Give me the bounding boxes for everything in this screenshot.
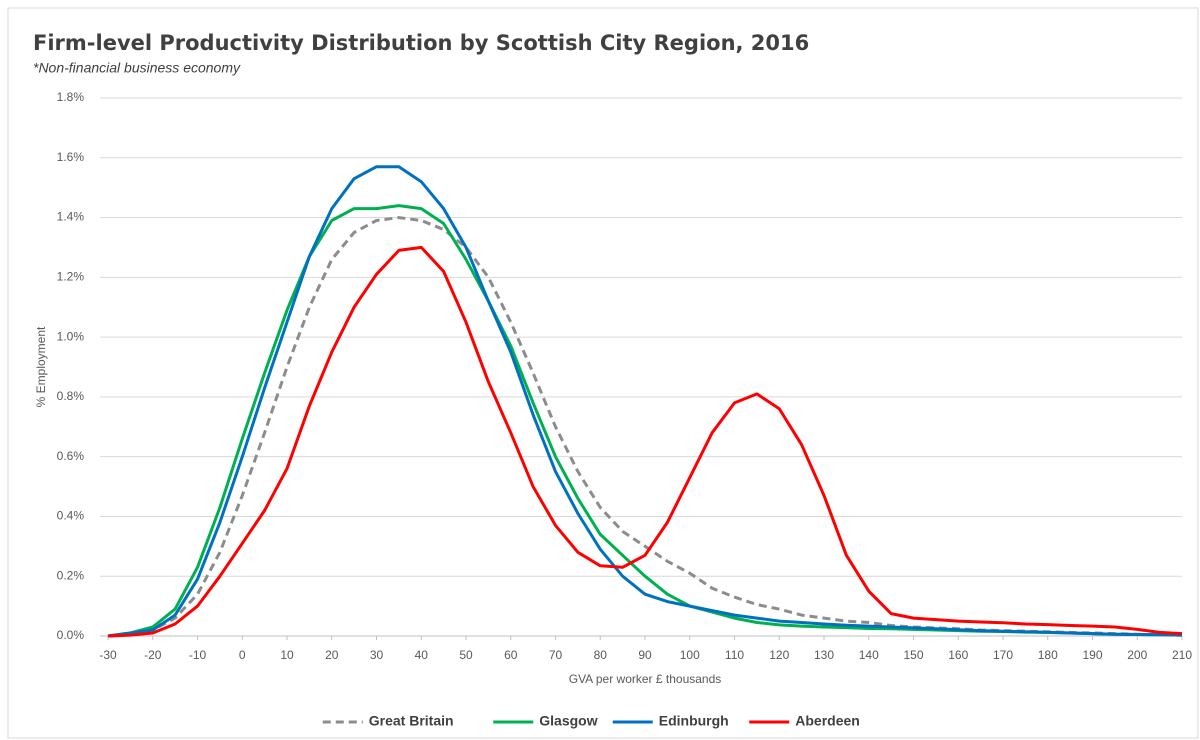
x-tick-label: 130 [814,648,834,662]
x-tick-label: 110 [725,648,744,662]
y-tick-label: 1.4% [57,210,85,224]
series-line [107,245,1183,638]
x-tick-label: 210 [1172,648,1192,662]
x-tick-label: 150 [903,648,923,662]
x-tick-label: 50 [459,648,473,662]
x-tick-label: 90 [638,648,652,662]
y-tick-label: 1.2% [57,270,85,284]
x-tick-label: 80 [594,648,608,662]
x-tick-label: -20 [144,648,162,662]
x-tick-label: 120 [769,648,789,662]
x-tick-label: 200 [1127,648,1147,662]
series-line [107,165,1183,638]
x-tick-label: 140 [859,648,879,662]
y-tick-label: 0.8% [57,389,85,403]
chart-border [7,7,1199,739]
x-tick-label: 190 [1082,648,1102,662]
y-tick-label: 0.6% [57,449,85,463]
x-tick-label: 100 [680,648,700,662]
legend-label: Glasgow [539,713,597,729]
y-tick-label: 1.0% [57,329,85,343]
x-axis-label: GVA per worker £ thousands [569,672,722,686]
x-tick-label: 180 [1038,648,1058,662]
y-tick-label: 1.8% [57,90,85,104]
y-tick-label: 1.6% [57,150,85,164]
x-tick-label: 60 [504,648,518,662]
x-tick-label: 160 [948,648,968,662]
y-tick-label: 0.2% [57,568,85,582]
x-tick-label: -10 [189,648,207,662]
legend-label: Aberdeen [795,713,860,729]
x-tick-label: 0 [239,648,246,662]
legend-label: Great Britain [369,713,454,729]
y-tick-label: 0.0% [57,628,85,642]
legend-label: Edinburgh [659,713,729,729]
x-tick-label: 170 [993,648,1013,662]
chart-subtitle: *Non-financial business economy [33,60,241,76]
x-tick-label: -30 [99,648,117,662]
y-axis-label: % Employment [34,326,48,407]
y-tick-label: 0.4% [57,509,85,523]
x-tick-label: 40 [415,648,429,662]
x-tick-label: 10 [280,648,294,662]
x-tick-label: 30 [370,648,384,662]
x-tick-label: 20 [325,648,339,662]
series-line [107,216,1183,638]
chart-title: Firm-level Productivity Distribution by … [33,31,809,55]
x-tick-label: 70 [549,648,563,662]
